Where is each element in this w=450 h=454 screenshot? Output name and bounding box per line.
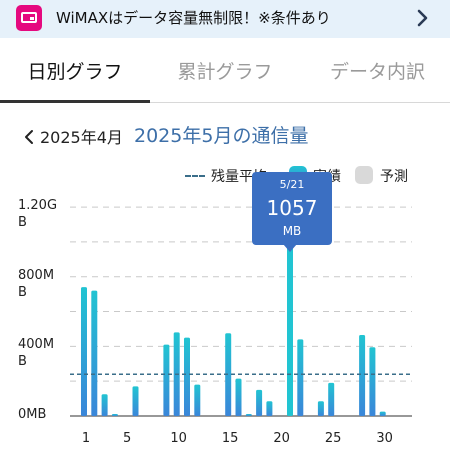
y-tick-label-line: 800M xyxy=(18,267,55,283)
usage-bar[interactable] xyxy=(266,401,273,416)
y-tick-label-line: 400M xyxy=(18,337,55,353)
y-tick-label-line: 0MB xyxy=(18,407,47,422)
y-tick-label: 400M B xyxy=(18,336,62,370)
average-line-swatch xyxy=(185,175,205,177)
legend-forecast-label: 予測 xyxy=(380,169,408,185)
banner-text: WiMAXはデータ容量無制限！※条件あり xyxy=(56,9,331,27)
tab-data-breakdown[interactable]: データ内訳 xyxy=(329,61,425,83)
usage-bar[interactable] xyxy=(317,401,324,416)
usage-bar[interactable] xyxy=(184,337,190,416)
usage-bar[interactable] xyxy=(91,290,98,416)
tooltip-value: 1057 xyxy=(266,196,318,220)
usage-bar[interactable] xyxy=(163,344,170,416)
usage-bar[interactable] xyxy=(379,411,386,416)
tab-bar: 日別グラフ 累計グラフ データ内訳 xyxy=(0,40,450,103)
x-tick-label: 30 xyxy=(376,431,393,446)
usage-bar[interactable] xyxy=(287,231,293,416)
usage-bar[interactable] xyxy=(111,414,118,416)
promo-banner[interactable]: WiMAXはデータ容量無制限！※条件あり xyxy=(0,0,450,38)
tab-cumulative-graph[interactable]: 累計グラフ xyxy=(177,61,273,83)
usage-bar[interactable] xyxy=(81,287,87,416)
forecast-swatch xyxy=(355,166,373,184)
usage-bar[interactable] xyxy=(369,347,376,416)
usage-bar[interactable] xyxy=(225,333,232,416)
y-tick-label: 0MB xyxy=(18,406,62,423)
tooltip-date: 5/21 xyxy=(279,178,305,191)
usage-bar[interactable] xyxy=(101,394,108,416)
x-tick-label: 10 xyxy=(170,431,187,446)
y-tick-label: 800M B xyxy=(18,267,62,301)
tab-daily-graph[interactable]: 日別グラフ xyxy=(27,61,123,83)
x-tick-label: 15 xyxy=(221,431,239,446)
y-tick-label-line: B xyxy=(18,284,27,300)
chevron-right-icon[interactable] xyxy=(412,8,432,28)
x-tick-label: 25 xyxy=(324,431,342,446)
x-tick-label: 20 xyxy=(273,431,290,446)
y-tick-label-line: B xyxy=(18,354,27,370)
usage-bar[interactable] xyxy=(235,378,242,416)
y-tick-label-line: 1.20G xyxy=(18,198,58,214)
usage-bar[interactable] xyxy=(132,386,139,416)
usage-bar[interactable] xyxy=(359,335,366,416)
y-tick-label-line: B xyxy=(18,215,27,231)
x-tick-label: 5 xyxy=(123,431,132,446)
previous-month-link[interactable]: 2025年4月 xyxy=(40,128,123,147)
tooltip-unit: MB xyxy=(282,224,302,238)
y-tick-label: 1.20G B xyxy=(18,197,62,231)
sim-card-icon xyxy=(16,5,42,31)
chart-svg xyxy=(70,172,412,417)
usage-bar[interactable] xyxy=(245,414,252,416)
tooltip-pointer xyxy=(283,244,297,252)
usage-bar[interactable] xyxy=(297,339,304,416)
usage-bar[interactable] xyxy=(194,384,201,416)
usage-bar[interactable] xyxy=(328,382,335,416)
bar-tooltip: 5/21 1057 MB xyxy=(252,172,332,245)
usage-bar[interactable] xyxy=(256,389,263,416)
x-tick-label: 1 xyxy=(81,431,91,446)
chevron-left-icon[interactable] xyxy=(22,128,36,146)
current-month-title: 2025年5月の通信量 xyxy=(134,125,309,147)
active-tab-indicator xyxy=(0,100,150,103)
daily-usage-chart: 0MB 400M B 800M B 1.20G B 1 5 10 15 20 25 30 xyxy=(0,172,450,450)
